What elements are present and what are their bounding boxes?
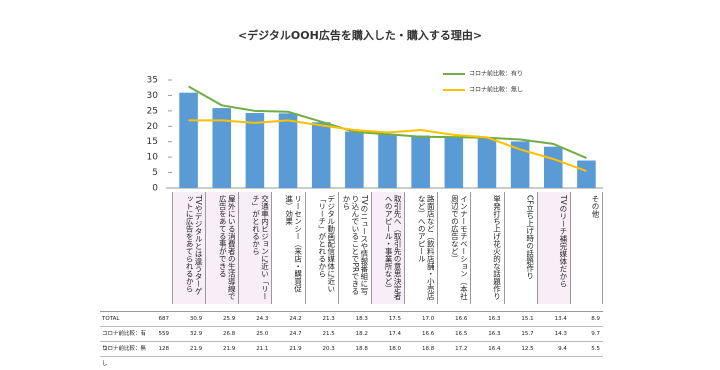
table-cell: 15.1 bbox=[503, 312, 537, 327]
table-cell: 17.0 bbox=[404, 312, 438, 327]
table-cell: 18.3 bbox=[337, 312, 371, 327]
table-cell: 17.5 bbox=[370, 312, 405, 327]
table-cell: 21.3 bbox=[304, 312, 338, 327]
y-tick-label: 35 bbox=[147, 76, 158, 86]
table-cell: 21.9 bbox=[172, 342, 206, 357]
table-cell: 21.1 bbox=[238, 342, 272, 357]
table-cell: 21.9 bbox=[205, 342, 239, 357]
table-cell: 16.3 bbox=[470, 312, 504, 327]
table-cell: 17.2 bbox=[437, 342, 471, 357]
table-rule bbox=[100, 311, 603, 312]
y-tick-label: 10 bbox=[147, 153, 159, 163]
table-cell: 18.8 bbox=[404, 342, 438, 357]
table-cell: 16.6 bbox=[404, 327, 438, 342]
table-cell: 25.9 bbox=[205, 312, 239, 327]
table-cell: 25.0 bbox=[238, 327, 272, 342]
table-cell: 5.5 bbox=[569, 342, 603, 357]
category-label: デジタル動画配信媒体に近い「リーチ」がとれるから bbox=[304, 192, 338, 304]
table-cell: 30.9 bbox=[172, 312, 206, 327]
legend-label: コロナ前比較：有り bbox=[469, 70, 523, 78]
table-cell: 16.3 bbox=[470, 327, 504, 342]
category-label: その他 bbox=[569, 192, 603, 304]
bar bbox=[543, 146, 563, 188]
chart-title: <デジタルOOH広告を購入した・購入する理由> bbox=[238, 28, 482, 42]
category-label: TVのリーチ補完媒体だから bbox=[536, 192, 570, 304]
table-cell: 12.5 bbox=[503, 342, 537, 357]
table-row-label: コロナ前比較：無し bbox=[100, 342, 150, 367]
table-cell: 13.4 bbox=[536, 312, 570, 327]
table-cell: 24.2 bbox=[271, 312, 305, 327]
table-cell: 21.5 bbox=[304, 327, 338, 342]
category-label: インナーモチベーション（本社周辺での広告など） bbox=[437, 192, 470, 304]
table-cell: 9.4 bbox=[536, 342, 570, 357]
bar bbox=[345, 131, 364, 188]
table-cell: 24.3 bbox=[238, 312, 272, 327]
y-tick-label: 25 bbox=[147, 106, 158, 116]
table-cell: 8.9 bbox=[569, 312, 603, 327]
category-label: TVやデジタルとは違うターゲットに広告をあてられるから bbox=[172, 192, 206, 304]
table-n: 559 bbox=[150, 327, 172, 342]
table-cell: 21.9 bbox=[271, 342, 305, 357]
y-tick-label: 20 bbox=[147, 122, 159, 132]
table-cell: 16.6 bbox=[437, 312, 471, 327]
category-label: リーセンシー（来店・購買促進）効果 bbox=[271, 192, 304, 304]
table-n: 128 bbox=[150, 342, 172, 357]
y-tick-label: 30 bbox=[147, 91, 159, 101]
line bbox=[188, 85, 587, 159]
bar bbox=[278, 113, 298, 188]
table-cell: 24.7 bbox=[271, 327, 305, 342]
category-label: CF立ち上げ時の話題作り bbox=[503, 192, 537, 304]
y-tick-label: 0 bbox=[152, 184, 158, 194]
legend-label: コロナ前比較：無し bbox=[469, 86, 523, 94]
table-row-label: TOTAL bbox=[100, 312, 150, 327]
bar bbox=[378, 134, 397, 188]
line bbox=[188, 119, 587, 172]
table-cell: 16.4 bbox=[470, 342, 504, 357]
table-cell: 26.8 bbox=[205, 327, 239, 342]
category-label: 単発打ち上げ花火的な話題作り bbox=[470, 192, 503, 304]
bar bbox=[411, 135, 430, 188]
table-cell: 14.3 bbox=[536, 327, 570, 342]
y-tick-label: 5 bbox=[152, 168, 158, 178]
category-label: 路面店など（飲料店舗・小売店など）へのアピール bbox=[404, 192, 437, 304]
category-label: TVのニュースや情報番組に写り込んでいることでPRできるから bbox=[337, 192, 371, 304]
category-label: 交通車内ビジョンに近い「リーチ」がとれるから bbox=[238, 192, 272, 304]
bar bbox=[245, 113, 265, 188]
table-cell: 17.4 bbox=[370, 327, 405, 342]
bar bbox=[477, 137, 497, 188]
bar bbox=[510, 141, 530, 188]
category-label: 取引先へ（取引先の意思決定者へのアピール・事業所など） bbox=[370, 192, 405, 304]
category-label: 屋外にいる消費者の生活導線で広告をあてる事ができる bbox=[205, 192, 239, 304]
table-row-label: コロナ前比較：有り bbox=[100, 327, 150, 352]
bar bbox=[577, 160, 596, 188]
bar bbox=[212, 108, 232, 188]
table-cell: 32.9 bbox=[172, 327, 206, 342]
table-cell: 16.5 bbox=[437, 327, 471, 342]
table-cell: 15.7 bbox=[503, 327, 537, 342]
bar bbox=[311, 122, 331, 188]
table-cell: 18.0 bbox=[370, 342, 405, 357]
bar bbox=[179, 92, 198, 188]
table-cell: 9.7 bbox=[569, 327, 603, 342]
table-n: 687 bbox=[150, 312, 172, 327]
table-cell: 18.8 bbox=[337, 342, 371, 357]
y-tick-label: 15 bbox=[147, 137, 158, 147]
bar bbox=[444, 136, 464, 188]
table-cell: 18.2 bbox=[337, 327, 371, 342]
table-cell: 20.3 bbox=[304, 342, 338, 357]
